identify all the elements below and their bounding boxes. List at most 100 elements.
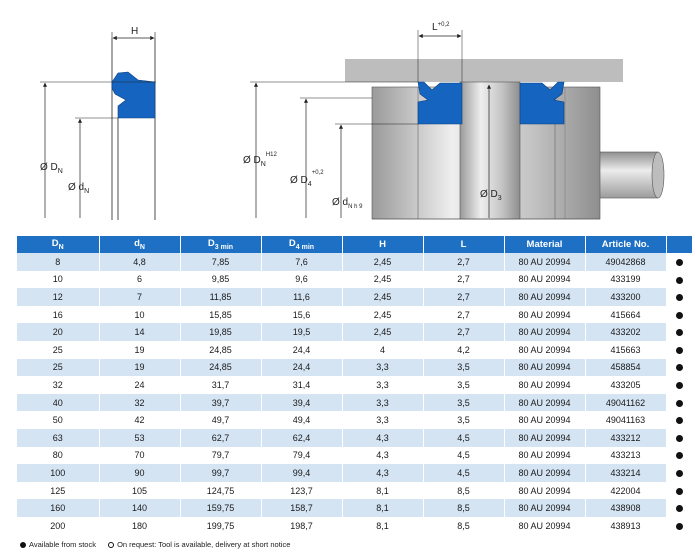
availability-cell xyxy=(666,428,692,447)
table-cell: 80 AU 20994 xyxy=(504,323,586,341)
table-cell: 80 AU 20994 xyxy=(504,499,586,517)
table-cell: 2,45 xyxy=(342,305,424,324)
table-cell: 200 xyxy=(17,516,100,535)
table-cell: 438908 xyxy=(585,499,667,517)
table-cell: 31,4 xyxy=(261,376,343,394)
table-cell: 49,7 xyxy=(180,411,262,429)
table-cell: 25 xyxy=(17,340,100,359)
table-cell: 3,5 xyxy=(423,358,505,377)
table-cell: 2,7 xyxy=(423,253,505,271)
table-cell: 80 AU 20994 xyxy=(504,376,586,394)
table-cell: 2,45 xyxy=(342,323,424,341)
table-cell: 62,4 xyxy=(261,428,343,447)
table-cell: 3,3 xyxy=(342,393,424,412)
table-row: 80 70 79,7 79,4 4,3 4,5 80 AU 20994 433213 xyxy=(17,446,692,465)
availability-cell xyxy=(666,376,692,394)
availability-cell xyxy=(666,323,692,341)
table-cell: 80 xyxy=(17,446,100,465)
filled-dot-icon xyxy=(675,470,683,478)
filled-dot-icon xyxy=(675,258,683,266)
availability-cell xyxy=(666,253,692,271)
svg-text:Ø D4+0,2: Ø D4+0,2 xyxy=(290,170,324,188)
availability-cell xyxy=(666,288,692,306)
table-cell: 158,7 xyxy=(261,499,343,517)
table-cell: 8,1 xyxy=(342,481,424,500)
table-cell: 433214 xyxy=(585,464,667,482)
left-seal-profile xyxy=(111,71,156,119)
table-cell: 19,85 xyxy=(180,323,262,341)
table-row: 16 10 15,85 15,6 2,45 2,7 80 AU 20994 415664 xyxy=(17,305,692,324)
table-row: 10 6 9,85 9,6 2,45 2,7 80 AU 20994 433199 xyxy=(17,270,692,289)
table-cell: 415664 xyxy=(585,305,667,324)
ring-icon xyxy=(108,542,115,549)
table-cell: 39,4 xyxy=(261,393,343,412)
svg-text:Ø D3: Ø D3 xyxy=(480,189,502,202)
table-cell: 99,7 xyxy=(180,464,262,482)
left-h-label: H xyxy=(131,26,138,37)
table-cell: 2,7 xyxy=(423,305,505,324)
table-cell: 3,3 xyxy=(342,411,424,429)
filled-dot-icon xyxy=(675,434,683,442)
right-dn-label: Ø D xyxy=(243,155,261,166)
table-row: 25 19 24,85 24,4 4 4,2 80 AU 20994 415663 xyxy=(17,340,692,359)
table-cell: 433205 xyxy=(585,376,667,394)
right-d4-label: Ø D xyxy=(290,175,308,186)
table-row: 32 24 31,7 31,4 3,3 3,5 80 AU 20994 433205 xyxy=(17,376,692,394)
table-cell: 3,3 xyxy=(342,358,424,377)
table-cell: 24,85 xyxy=(180,358,262,377)
table-cell: 80 AU 20994 xyxy=(504,288,586,306)
table-cell: 11,6 xyxy=(261,288,343,306)
table-row: 40 32 39,7 39,4 3,3 3,5 80 AU 20994 49041162 xyxy=(17,393,692,412)
table-cell: 79,4 xyxy=(261,446,343,465)
table-cell: 80 AU 20994 xyxy=(504,305,586,324)
table-cell: 9,6 xyxy=(261,270,343,289)
table-cell: 8 xyxy=(17,253,100,271)
spec-table: DN dN D3 min D4 min H L Material Article No. 8 4… xyxy=(17,236,692,535)
table-header-row: DN dN D3 min D4 min H L Material Article No. xyxy=(17,236,692,253)
table-cell: 79,7 xyxy=(180,446,262,465)
column-header-2: D3 min xyxy=(180,236,262,253)
table-cell: 4,5 xyxy=(423,446,505,465)
filled-dot-icon xyxy=(675,487,683,495)
column-header-8 xyxy=(666,236,692,253)
table-cell: 3,5 xyxy=(423,393,505,412)
table-cell: 105 xyxy=(99,481,181,500)
table-cell: 32 xyxy=(99,393,181,412)
table-row: 160 140 159,75 158,7 8,1 8,5 80 AU 20994 438908 xyxy=(17,499,692,517)
table-body: 8 4,8 7,85 7,6 2,45 2,7 80 AU 20994 49042868 10 6… xyxy=(17,253,692,535)
table-row: 8 4,8 7,85 7,6 2,45 2,7 80 AU 20994 49042868 xyxy=(17,253,692,271)
table-cell: 7,85 xyxy=(180,253,262,271)
table-cell: 49041163 xyxy=(585,411,667,429)
table-cell: 2,45 xyxy=(342,253,424,271)
table-cell: 25 xyxy=(17,358,100,377)
availability-cell xyxy=(666,499,692,517)
left-dn2-label: Ø d xyxy=(68,182,84,193)
table-cell: 8,1 xyxy=(342,499,424,517)
availability-cell xyxy=(666,358,692,377)
table-cell: 4,3 xyxy=(342,464,424,482)
table-cell: 100 xyxy=(17,464,100,482)
table-cell: 42 xyxy=(99,411,181,429)
table-cell: 4 xyxy=(342,340,424,359)
table-cell: 19 xyxy=(99,358,181,377)
table-cell: 63 xyxy=(17,428,100,447)
table-cell: 40 xyxy=(17,393,100,412)
table-row: 20 14 19,85 19,5 2,45 2,7 80 AU 20994 433202 xyxy=(17,323,692,341)
table-cell: 2,7 xyxy=(423,323,505,341)
column-header-0: DN xyxy=(17,236,100,253)
left-section-view: H Ø DN Ø dN xyxy=(40,26,156,220)
filled-dot-icon xyxy=(675,522,683,530)
table-cell: 19 xyxy=(99,340,181,359)
table-cell: 14 xyxy=(99,323,181,341)
seal-right xyxy=(519,81,565,125)
table-cell: 6 xyxy=(99,270,181,289)
table-cell: 422004 xyxy=(585,481,667,500)
table-cell: 90 xyxy=(99,464,181,482)
table-cell: 199,75 xyxy=(180,516,262,535)
column-header-4: H xyxy=(342,236,424,253)
right-d3-label: Ø D xyxy=(480,189,498,200)
table-cell: 433213 xyxy=(585,446,667,465)
table-cell: 32 xyxy=(17,376,100,394)
table-cell: 11,85 xyxy=(180,288,262,306)
table-cell: 2,7 xyxy=(423,288,505,306)
